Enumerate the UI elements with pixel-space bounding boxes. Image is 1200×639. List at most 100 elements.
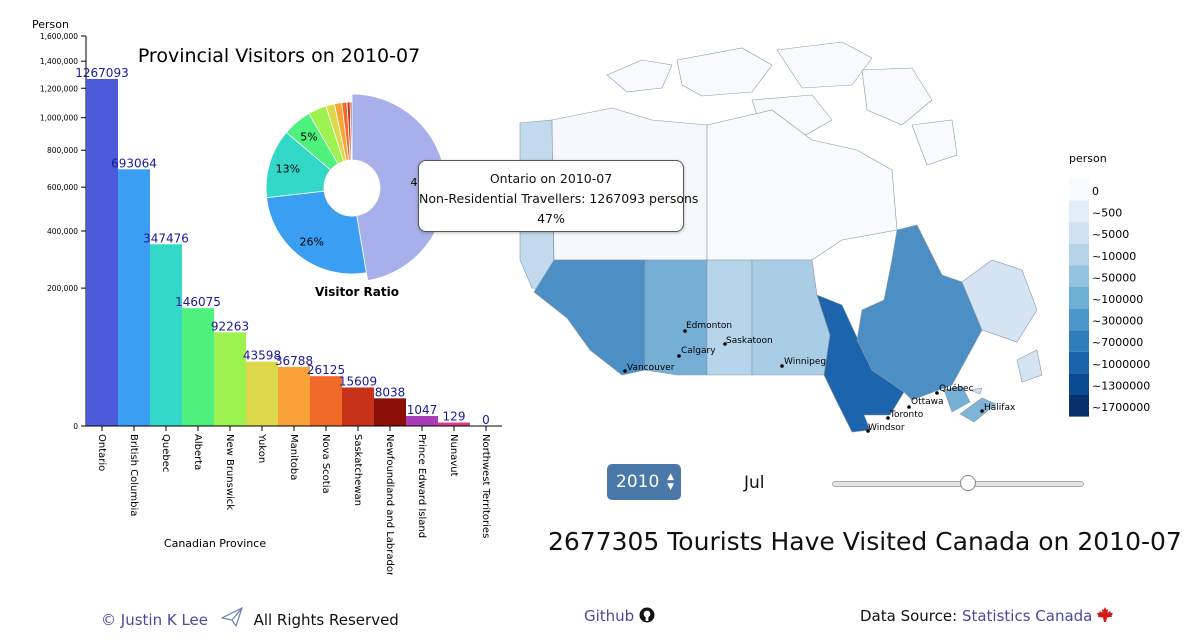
y-axis-title: Person <box>32 18 69 31</box>
year-select-value: 2010 <box>616 472 660 492</box>
legend-label: ~1300000 <box>1092 379 1150 392</box>
y-tick-label: 1,400,000 <box>40 57 78 66</box>
bar[interactable] <box>310 376 342 426</box>
bar-value-label: 36788 <box>275 354 313 368</box>
city-dot <box>886 416 890 420</box>
region-newfoundland-island[interactable] <box>1016 349 1043 383</box>
legend-label: ~5000 <box>1092 228 1129 241</box>
city-label: Winnipeg <box>784 357 826 367</box>
bar[interactable] <box>406 416 438 426</box>
arctic-island[interactable] <box>861 67 933 126</box>
city-label: Vancouver <box>627 363 675 373</box>
legend-swatch <box>1069 222 1089 244</box>
bar[interactable] <box>438 422 470 426</box>
arctic-island[interactable] <box>911 119 958 166</box>
tooltip-percent: 47% <box>537 211 565 226</box>
city-label: Halifax <box>984 403 1016 413</box>
pie-slice[interactable] <box>266 190 367 275</box>
statistics-canada-link[interactable]: Statistics Canada <box>961 607 1093 625</box>
x-tick-label: Northwest Territories <box>480 434 491 538</box>
region-new-brunswick[interactable] <box>943 385 971 413</box>
bar-value-label: 1267093 <box>75 66 128 80</box>
year-select[interactable]: 2010 ▲ ▼ <box>607 464 681 500</box>
bar[interactable] <box>374 398 406 426</box>
legend-swatch <box>1069 308 1089 331</box>
bar-value-label: 129 <box>443 409 466 423</box>
region-british-columbia[interactable] <box>533 259 646 376</box>
bar-value-label: 693064 <box>111 156 157 170</box>
bar-chart: 0 200,000 400,000 600,000 800,000 1,000,000 1,… <box>32 18 502 575</box>
pie-slice-label: 5% <box>300 131 317 144</box>
city-dot <box>677 354 681 358</box>
month-slider-thumb[interactable] <box>960 475 976 491</box>
bars: 1267093 693064 347476 146075 92263 4359836788… <box>75 66 490 427</box>
bar[interactable] <box>214 332 246 426</box>
bar[interactable] <box>342 387 374 426</box>
paper-plane-icon <box>219 606 243 628</box>
bar-value-label: 146075 <box>175 295 221 309</box>
x-axis: Ontario British Columbia Quebec Alberta New … <box>86 425 502 575</box>
y-tick-label: 1,000,000 <box>40 114 78 123</box>
x-tick-label: Alberta <box>192 434 203 470</box>
canada-map: Edmonton Calgary Saskatoon Vancouver Win… <box>519 41 1043 433</box>
legend-label: 0 <box>1092 185 1099 198</box>
ontario-tooltip: Ontario on 2010-07 Non-Residential Trave… <box>418 160 699 232</box>
tooltip-title: Ontario on 2010-07 <box>489 171 613 186</box>
x-tick-label: Quebec <box>160 434 171 472</box>
github-icon[interactable] <box>639 607 655 623</box>
city-dot <box>683 329 687 333</box>
legend-swatch <box>1069 395 1089 417</box>
maple-leaf-icon <box>1097 607 1114 622</box>
region-nunavut[interactable] <box>706 109 898 261</box>
arctic-island[interactable] <box>776 41 873 89</box>
y-tick-label: 1,600,000 <box>40 32 78 41</box>
footer-author: © Justin K Lee All Rights Reserved <box>101 606 399 629</box>
x-tick-label: New Brunswick <box>224 434 235 510</box>
y-tick-label: 400,000 <box>47 227 78 236</box>
city-dot <box>623 369 627 373</box>
bar[interactable] <box>118 169 150 426</box>
legend-swatch <box>1069 287 1089 309</box>
bar[interactable] <box>150 244 182 426</box>
author-link[interactable]: © Justin K Lee <box>101 611 208 629</box>
arctic-island[interactable] <box>606 59 673 93</box>
city-dot <box>907 405 911 409</box>
month-slider[interactable] <box>832 481 1084 487</box>
y-tick-label: 800,000 <box>47 146 78 155</box>
legend-label: ~700000 <box>1092 336 1143 349</box>
pie-slice[interactable] <box>349 101 353 161</box>
footer-github: Github <box>584 607 655 625</box>
arctic-island[interactable] <box>676 47 773 97</box>
bar-value-label: 43598 <box>243 349 281 363</box>
x-tick-label: Ontario <box>96 434 107 471</box>
bar[interactable] <box>182 308 214 426</box>
region-alberta[interactable] <box>644 259 708 376</box>
x-tick-label: Yukon <box>256 433 267 463</box>
bar[interactable] <box>278 366 310 426</box>
updown-arrows-icon: ▲ ▼ <box>667 472 674 492</box>
legend-label: ~100000 <box>1092 293 1143 306</box>
tooltip-value: Non-Residential Travellers: 1267093 pers… <box>419 191 699 206</box>
github-link[interactable]: Github <box>584 607 635 625</box>
pie-slice[interactable] <box>351 93 447 282</box>
footer-source: Data Source: Statistics Canada <box>860 607 1114 625</box>
legend-swatch <box>1069 179 1089 201</box>
city-markers: Edmonton Calgary Saskatoon Vancouver Win… <box>623 321 1016 433</box>
region-saskatchewan[interactable] <box>706 259 753 376</box>
region-newfoundland-labrador[interactable] <box>961 259 1038 343</box>
bar-value-label: 92263 <box>211 319 249 333</box>
x-tick-label: Manitoba <box>288 434 299 480</box>
x-tick-label: Nunavut <box>448 434 459 477</box>
region-prince-edward-island[interactable] <box>968 387 983 395</box>
city-label: Québec <box>939 383 974 394</box>
bar[interactable] <box>246 361 278 426</box>
region-nova-scotia[interactable] <box>959 397 997 423</box>
chart-title: Provincial Visitors on 2010-07 <box>138 45 420 67</box>
y-tick-label: 600,000 <box>47 183 78 192</box>
visitor-ratio-pie: 47%26%13%5% <box>265 93 447 282</box>
bar-value-label: 347476 <box>143 231 189 245</box>
region-quebec[interactable] <box>856 224 983 401</box>
bar[interactable] <box>86 78 118 427</box>
bar-value-label: 26125 <box>307 363 345 377</box>
bar-value-label: 0 <box>482 413 490 427</box>
